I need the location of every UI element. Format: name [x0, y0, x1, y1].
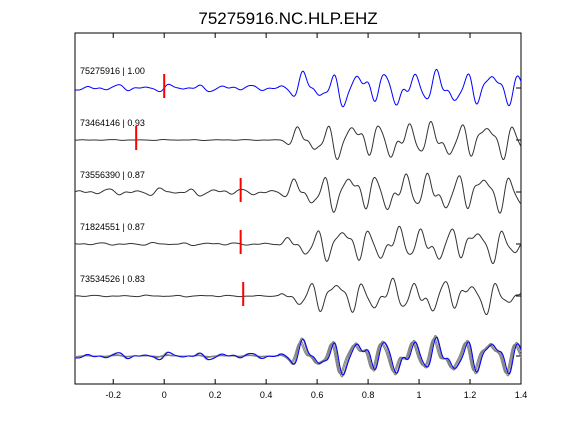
trace-label: 71824551 | 0.87: [80, 222, 145, 232]
trace-line: [74, 277, 522, 316]
overlay-reference-line: [74, 336, 522, 376]
x-tick-label: 0.8: [362, 390, 375, 400]
trace-line: [74, 68, 522, 108]
plot-axes-frame: [74, 32, 522, 385]
trace-label: 73556390 | 0.87: [80, 170, 145, 180]
trace-label: 75275916 | 1.00: [80, 66, 145, 76]
trace-line: [74, 121, 522, 161]
trace-label: 73464146 | 0.93: [80, 118, 145, 128]
x-tick-label: 0: [162, 390, 167, 400]
x-tick-label: -0.2: [105, 390, 121, 400]
x-tick-label: 0.2: [209, 390, 222, 400]
x-tick-label: 0.6: [311, 390, 324, 400]
x-tick-label: 1.2: [464, 390, 477, 400]
trace-line: [74, 225, 522, 265]
x-tick-label: 1: [417, 390, 422, 400]
x-tick-label: 0.4: [260, 390, 273, 400]
chart-title: 75275916.NC.HLP.EHZ: [198, 9, 377, 28]
trace-label: 73534526 | 0.83: [80, 274, 145, 284]
overlay-stack: [74, 334, 522, 378]
trace-line: [74, 172, 522, 214]
x-axis: -0.2 0 0.2 0.4 0.6 0.8 1 1.2 1.4: [105, 33, 527, 400]
trace-group: 75275916 | 1.00 73464146 | 0.93 73556390 |…: [74, 66, 522, 316]
x-tick-label: 1.4: [515, 390, 528, 400]
y-tick-marks: [516, 87, 521, 357]
